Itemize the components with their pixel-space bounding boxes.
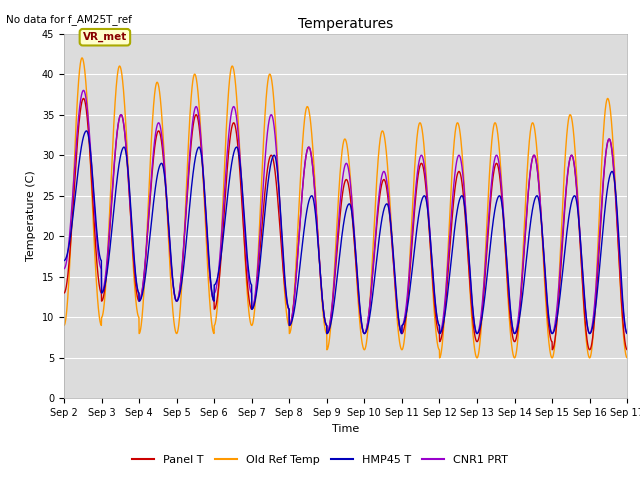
Legend: Panel T, Old Ref Temp, HMP45 T, CNR1 PRT: Panel T, Old Ref Temp, HMP45 T, CNR1 PRT bbox=[127, 451, 513, 469]
Text: No data for f_AM25T_ref: No data for f_AM25T_ref bbox=[6, 14, 132, 25]
Title: Temperatures: Temperatures bbox=[298, 17, 393, 31]
Y-axis label: Temperature (C): Temperature (C) bbox=[26, 170, 36, 262]
Text: VR_met: VR_met bbox=[83, 32, 127, 42]
X-axis label: Time: Time bbox=[332, 424, 359, 433]
